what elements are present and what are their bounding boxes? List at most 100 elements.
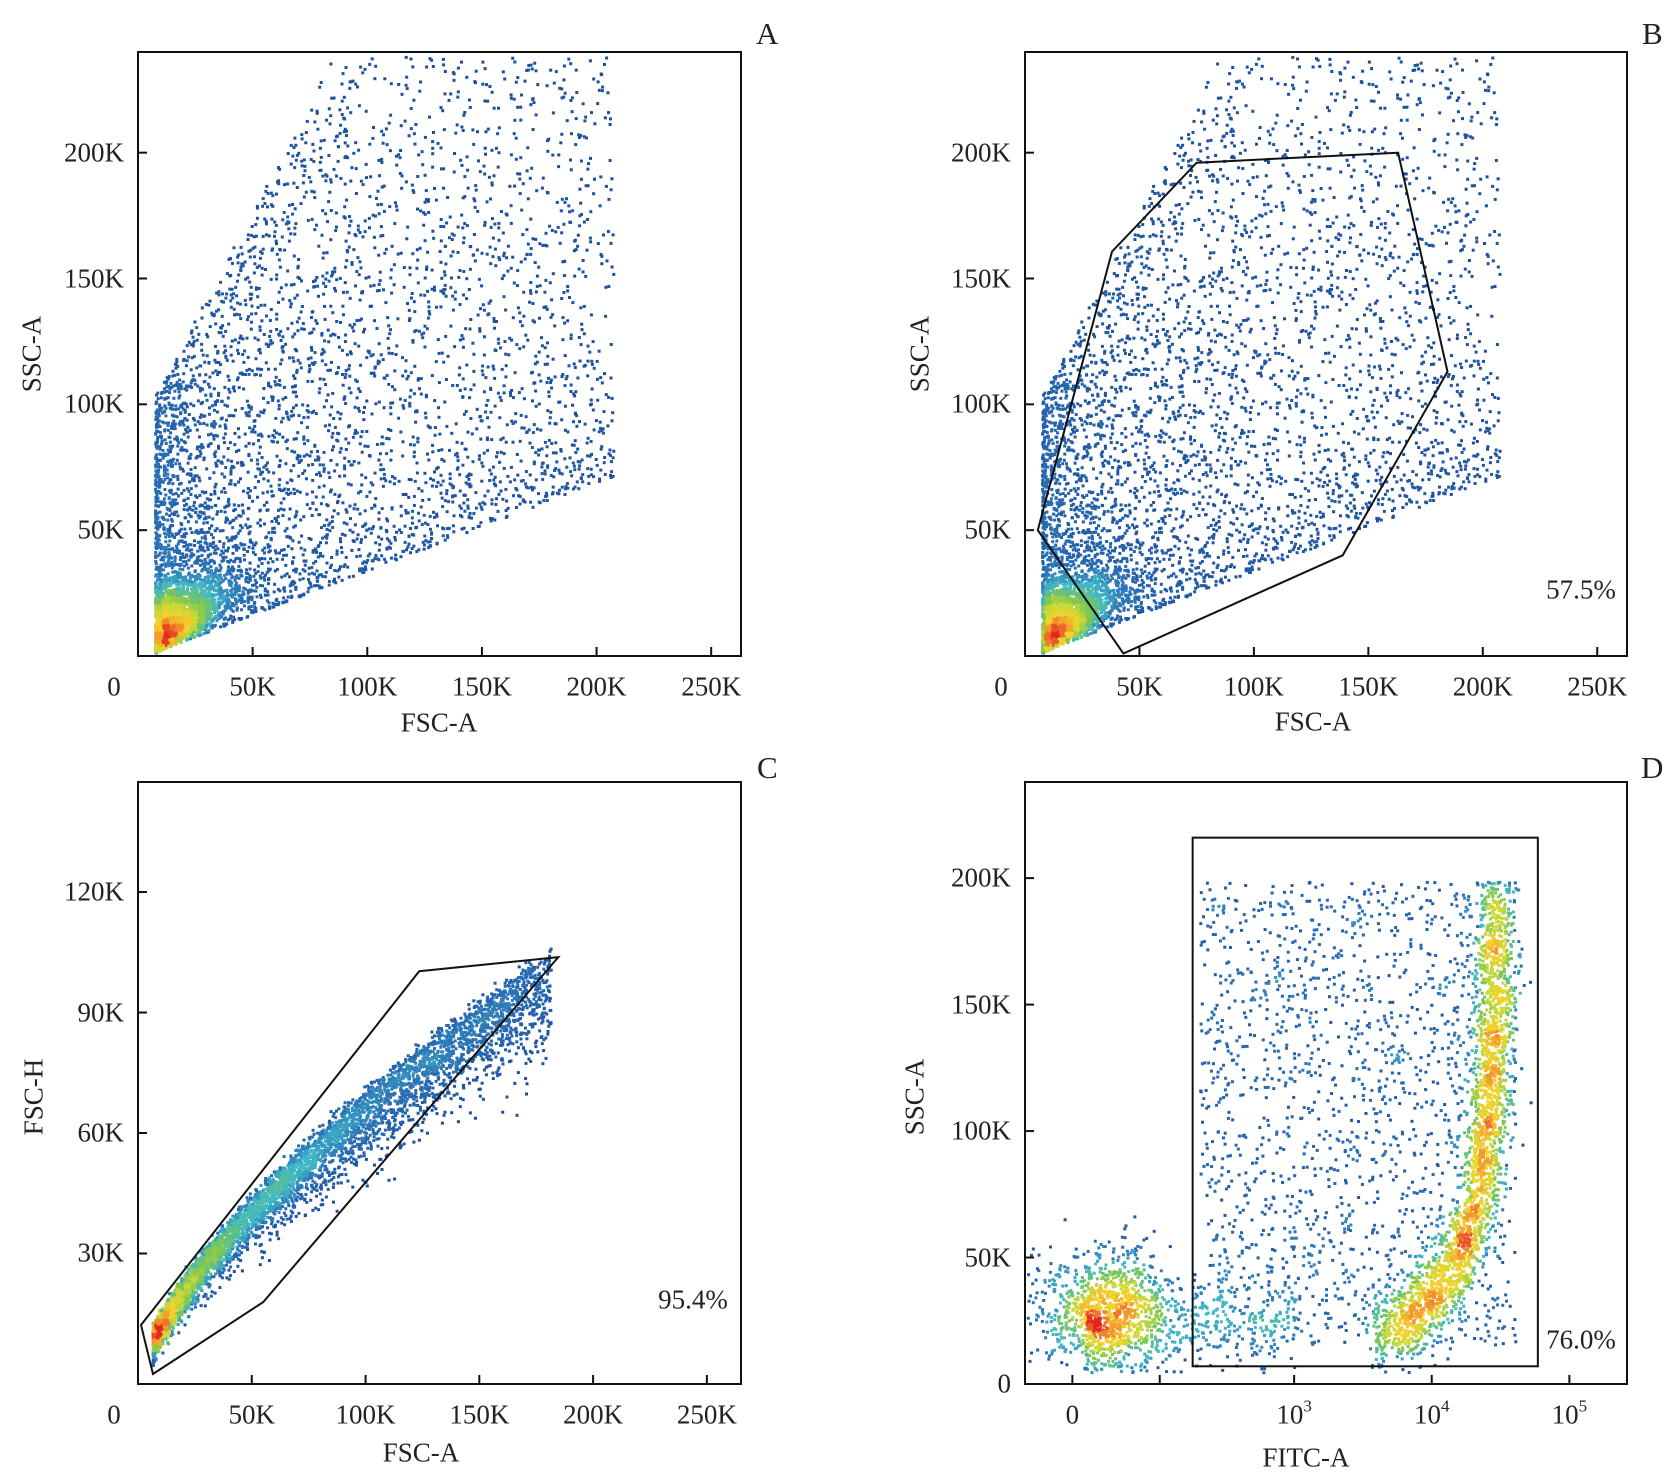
event-dot xyxy=(174,620,177,623)
event-dot xyxy=(293,377,296,380)
event-dot xyxy=(376,289,379,292)
event-dot xyxy=(156,618,159,621)
event-dot xyxy=(322,496,325,499)
event-dot xyxy=(187,385,190,388)
event-dot xyxy=(169,591,172,594)
event-dot xyxy=(441,505,444,508)
event-dot xyxy=(246,414,249,417)
event-dot xyxy=(190,596,193,599)
event-dot xyxy=(198,610,201,613)
event-dot xyxy=(177,622,180,625)
event-dot xyxy=(408,317,411,320)
event-dot xyxy=(444,499,447,502)
event-dot xyxy=(156,637,159,640)
event-dot xyxy=(491,217,494,220)
event-dot xyxy=(222,579,225,582)
event-dot xyxy=(418,387,421,390)
event-dot xyxy=(203,626,206,629)
event-dot xyxy=(186,631,189,634)
event-dot xyxy=(183,565,186,568)
event-dot xyxy=(424,213,427,216)
event-dot xyxy=(154,644,157,647)
event-dot xyxy=(293,438,296,441)
event-dot xyxy=(288,575,291,578)
event-dot xyxy=(544,279,547,282)
event-dot xyxy=(202,458,205,461)
event-dot xyxy=(358,260,361,263)
event-dot xyxy=(270,203,273,206)
event-dot xyxy=(178,592,181,595)
event-dot xyxy=(200,611,203,614)
event-dot xyxy=(155,607,158,610)
event-dot xyxy=(435,467,438,470)
event-dot xyxy=(160,628,163,631)
event-dot xyxy=(187,426,190,429)
event-dot xyxy=(325,537,328,540)
event-dot xyxy=(256,368,259,371)
event-dot xyxy=(502,254,505,257)
event-dot xyxy=(581,328,584,331)
event-dot xyxy=(165,611,168,614)
event-dot xyxy=(180,405,183,408)
event-dot xyxy=(596,360,599,363)
event-dot xyxy=(236,256,239,259)
event-dot xyxy=(161,621,164,624)
event-dot xyxy=(187,625,190,628)
event-dot xyxy=(184,624,187,627)
event-dot xyxy=(240,464,243,467)
event-dot xyxy=(185,555,188,558)
event-dot xyxy=(530,486,533,489)
event-dot xyxy=(377,159,380,162)
event-dot xyxy=(186,616,189,619)
event-dot xyxy=(184,541,187,544)
event-dot xyxy=(161,607,164,610)
event-dot xyxy=(157,639,160,642)
event-dot xyxy=(187,355,190,358)
event-dot xyxy=(593,178,596,181)
event-dot xyxy=(167,385,170,388)
event-dot xyxy=(165,646,168,649)
event-dot xyxy=(180,590,183,593)
event-dot xyxy=(183,358,186,361)
event-dot xyxy=(155,625,158,628)
event-dot xyxy=(177,602,180,605)
event-dot xyxy=(180,631,183,634)
event-dot xyxy=(181,600,184,603)
event-dot xyxy=(279,330,282,333)
event-dot xyxy=(171,633,174,636)
event-dot xyxy=(308,364,311,367)
event-dot xyxy=(163,596,166,599)
event-dot xyxy=(343,464,346,467)
event-dot xyxy=(583,332,586,335)
event-dot xyxy=(166,548,169,551)
event-dot xyxy=(286,527,289,530)
event-dot xyxy=(157,649,160,652)
event-dot xyxy=(505,364,508,367)
event-dot xyxy=(226,272,229,275)
event-dot xyxy=(169,632,172,635)
event-dot xyxy=(157,648,160,651)
event-dot xyxy=(262,235,265,238)
event-dot xyxy=(583,365,586,368)
event-dot xyxy=(161,391,164,394)
event-dot xyxy=(603,63,606,66)
event-dot xyxy=(165,609,168,612)
event-dot xyxy=(175,598,178,601)
event-dot xyxy=(445,295,448,298)
event-dot xyxy=(178,604,181,607)
event-dot xyxy=(453,152,456,155)
event-dot xyxy=(186,626,189,629)
event-dot xyxy=(184,601,187,604)
event-dot xyxy=(388,539,391,542)
event-dot xyxy=(234,483,237,486)
event-dot xyxy=(172,607,175,610)
event-dot xyxy=(261,607,264,610)
event-dot xyxy=(192,597,195,600)
event-dot xyxy=(154,560,157,563)
event-dot xyxy=(212,601,215,604)
event-dot xyxy=(411,516,414,519)
event-dot xyxy=(187,624,190,627)
event-dot xyxy=(564,493,567,496)
event-dot xyxy=(179,594,182,597)
event-dot xyxy=(445,492,448,495)
